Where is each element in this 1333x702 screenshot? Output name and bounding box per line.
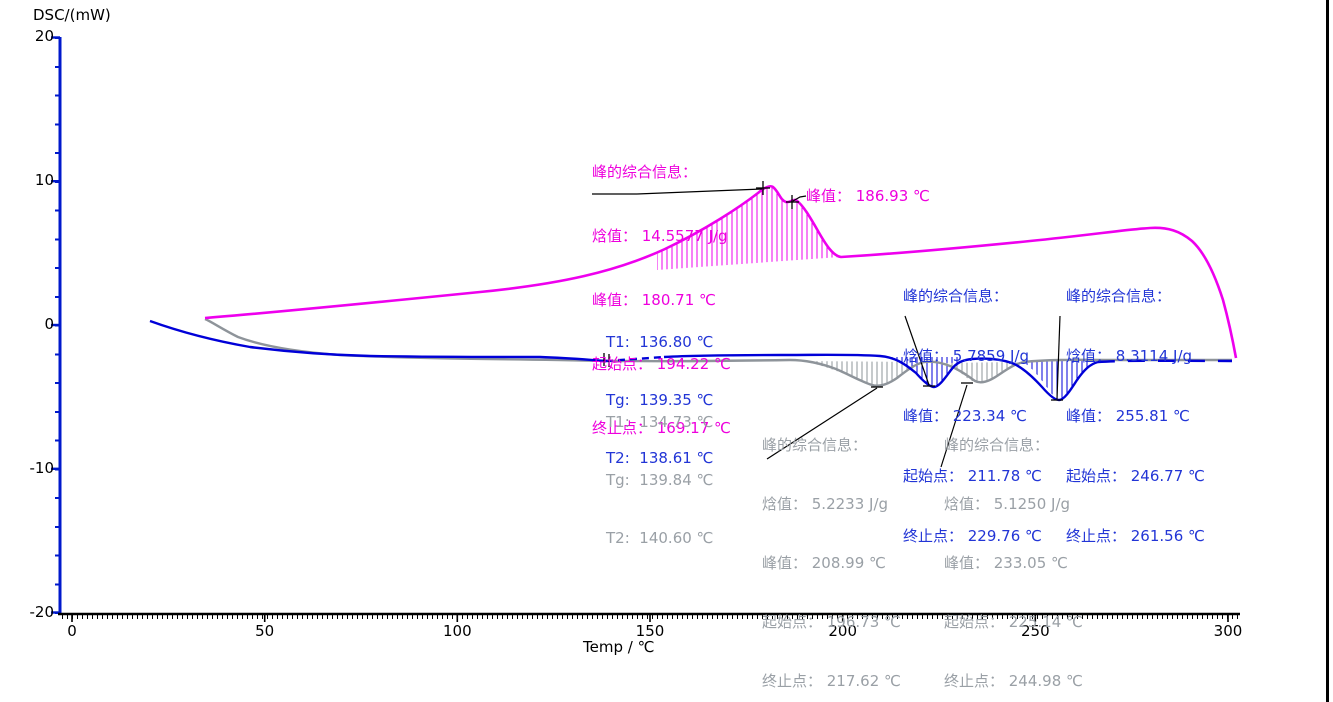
gray-peak1-enthalpy: 焓值： 5.2233 J/g bbox=[762, 495, 889, 513]
y-axis-title: DSC/(mW) bbox=[33, 6, 111, 24]
blue-peak2-onset: 起始点： 246.77 ℃ bbox=[1066, 467, 1205, 485]
blue-peak1-info: 峰的综合信息： 焓值： 5.7859 J/g 峰值： 223.34 ℃ 起始点：… bbox=[903, 248, 1042, 584]
blue-peak1-onset: 起始点： 211.78 ℃ bbox=[903, 467, 1042, 485]
x-axis-minor-ticks bbox=[62, 615, 1240, 619]
y-tick-10: 10 bbox=[34, 171, 54, 189]
gray-peak2-title: 峰的综合信息： bbox=[944, 436, 1050, 454]
blue-peak2-info: 峰的综合信息： 焓值： 8.3114 J/g 峰值： 255.81 ℃ 起始点：… bbox=[1066, 248, 1205, 584]
x-tick-50: 50 bbox=[255, 622, 275, 640]
melting-peak-info-enthalpy: 焓值： 14.5577 J/g bbox=[592, 227, 728, 245]
x-tick-200: 200 bbox=[828, 622, 858, 640]
cooling-curve-blue bbox=[149, 319, 607, 363]
gray-peak2-onset: 起始点： 225.14 ℃ bbox=[944, 613, 1083, 631]
tg-gray-t1: T1: 134.73 ℃ bbox=[606, 413, 714, 431]
tg-block-gray: T1: 134.73 ℃ Tg: 139.84 ℃ T2: 140.60 ℃ bbox=[606, 375, 713, 585]
y-tick-0: 0 bbox=[44, 315, 54, 333]
window-right-border bbox=[1326, 0, 1329, 702]
x-tick-150: 150 bbox=[635, 622, 665, 640]
x-tick-250: 250 bbox=[1020, 622, 1050, 640]
gray-peak1-title: 峰的综合信息： bbox=[762, 436, 868, 454]
y-tick-m10: -10 bbox=[29, 459, 55, 477]
x-tick-300: 300 bbox=[1213, 622, 1243, 640]
melting-peak-info-title: 峰的综合信息： bbox=[592, 163, 698, 181]
x-axis-title: Temp / ℃ bbox=[583, 638, 655, 656]
melting-peak-info-end: 终止点： 169.17 ℃ bbox=[592, 419, 731, 437]
tg-gray-tg: Tg: 139.84 ℃ bbox=[606, 471, 714, 489]
x-tick-0: 0 bbox=[67, 622, 77, 640]
blue-peak1-peak: 峰值： 223.34 ℃ bbox=[903, 407, 1027, 425]
melting-peak2-label: 峰值： 186.93 ℃ bbox=[806, 187, 930, 205]
melting-peak-info: 峰的综合信息： 焓值： 14.5577 J/g 峰值： 180.71 ℃ 起始点… bbox=[592, 122, 731, 478]
tg-block-blue: T1: 136.80 ℃ Tg: 139.35 ℃ T2: 138.61 ℃ bbox=[606, 295, 713, 505]
gray-peak2-peak: 峰值： 233.05 ℃ bbox=[944, 554, 1068, 572]
blue-peak2-enthalpy: 焓值： 8.3114 J/g bbox=[1066, 347, 1193, 365]
y-tick-20: 20 bbox=[34, 27, 54, 45]
blue-peak1-enthalpy: 焓值： 5.7859 J/g bbox=[903, 347, 1030, 365]
tg-blue-tg: Tg: 139.35 ℃ bbox=[606, 391, 714, 409]
gray-peak1-onset: 起始点： 196.73 ℃ bbox=[762, 613, 901, 631]
gray-peak1-peak: 峰值： 208.99 ℃ bbox=[762, 554, 886, 572]
gray-peak2-hatch-area bbox=[941, 362, 1018, 383]
gray-peak2-end: 终止点： 244.98 ℃ bbox=[944, 672, 1083, 690]
tg-blue-t2: T2: 138.61 ℃ bbox=[606, 449, 714, 467]
melting-peak-info-peak: 峰值： 180.71 ℃ bbox=[592, 291, 716, 309]
gray-peak2-info: 峰的综合信息： 焓值： 5.1250 J/g 峰值： 233.05 ℃ 起始点：… bbox=[944, 398, 1083, 702]
melting-peak-hatch-area bbox=[657, 186, 840, 270]
gray-peak1-info: 峰的综合信息： 焓值： 5.2233 J/g 峰值： 208.99 ℃ 起始点：… bbox=[762, 398, 901, 702]
tg-gray-t2: T2: 140.60 ℃ bbox=[606, 529, 714, 547]
blue-peak1-end: 终止点： 229.76 ℃ bbox=[903, 527, 1042, 545]
blue-peak2-end: 终止点： 261.56 ℃ bbox=[1066, 527, 1205, 545]
blue-peak2-title: 峰的综合信息： bbox=[1066, 287, 1172, 305]
leader-lines bbox=[592, 188, 1061, 468]
blue-peak2-peak: 峰值： 255.81 ℃ bbox=[1066, 407, 1190, 425]
cooling-curve-blue-dashed-tail bbox=[1097, 359, 1233, 364]
tg-blue-t1: T1: 136.80 ℃ bbox=[606, 333, 714, 351]
melting-peak-info-onset: 起始点： 194.22 ℃ bbox=[592, 355, 731, 373]
gray-peak2-enthalpy: 焓值： 5.1250 J/g bbox=[944, 495, 1071, 513]
y-axis-major-ticks bbox=[51, 36, 60, 614]
cooling-curve-blue-dashed-segment bbox=[605, 355, 665, 363]
x-tick-100: 100 bbox=[442, 622, 472, 640]
y-tick-m20: -20 bbox=[29, 603, 55, 621]
measurement-markers bbox=[603, 181, 1063, 401]
blue-peak1-title: 峰的综合信息： bbox=[903, 287, 1009, 305]
heating-curve-magenta bbox=[204, 184, 1238, 359]
x-axis-major-ticks bbox=[71, 614, 1229, 622]
gray-peak1-end: 终止点： 217.62 ℃ bbox=[762, 672, 901, 690]
blue-peak2-hatch-area bbox=[1023, 360, 1090, 400]
